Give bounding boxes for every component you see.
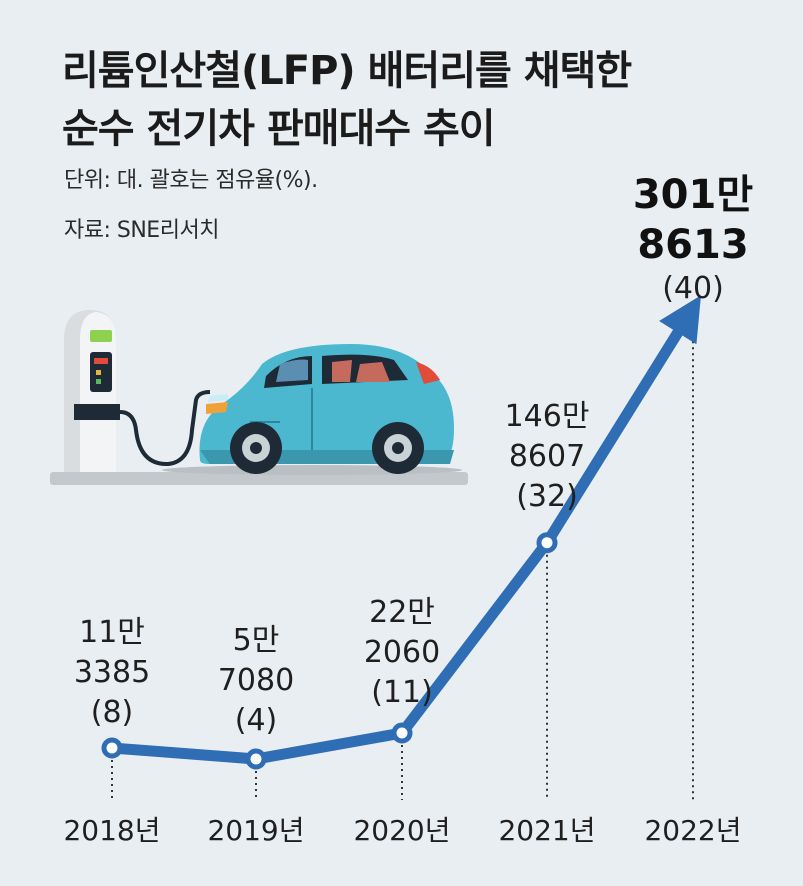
title-line-2: 순수 전기차 판매대수 추이 — [62, 106, 496, 152]
x-tick-label: 2018년 — [63, 814, 160, 847]
charging-cable — [119, 390, 211, 467]
electric-car-icon — [162, 344, 462, 475]
share-label: (40) — [662, 271, 724, 306]
value-label: 2060 — [364, 635, 440, 670]
share-label: (8) — [91, 695, 134, 730]
value-label: 301만 — [633, 172, 753, 218]
data-point — [245, 748, 267, 770]
value-label: 146만 — [505, 399, 590, 434]
ground-line — [50, 472, 468, 485]
x-tick-label: 2020년 — [353, 814, 450, 847]
unit-note: 단위: 대. 괄호는 점유율(%). — [64, 168, 318, 193]
value-label: 5만 — [233, 623, 280, 658]
value-label: 7080 — [218, 663, 294, 698]
share-label: (11) — [371, 675, 433, 710]
share-label: (32) — [516, 479, 578, 514]
title-line-1: 리튬인산철(LFP) 배터리를 채택한 — [62, 48, 632, 94]
data-point — [101, 737, 123, 759]
data-point — [391, 722, 413, 744]
value-label: 11만 — [79, 615, 145, 650]
value-label: 8613 — [637, 222, 748, 268]
value-label: 8607 — [509, 439, 585, 474]
data-point — [536, 532, 558, 554]
charging-station-icon — [64, 310, 120, 472]
share-label: (4) — [235, 703, 278, 738]
source-note: 자료: SNE리서치 — [64, 218, 219, 243]
arrowhead-icon — [659, 295, 701, 345]
x-tick-label: 2021년 — [498, 814, 595, 847]
value-label: 22만 — [369, 595, 435, 630]
x-tick-label: 2022년 — [644, 814, 741, 847]
x-tick-label: 2019년 — [207, 814, 304, 847]
value-label: 3385 — [74, 655, 150, 690]
ev-charging-illustration — [50, 310, 468, 485]
chart-title: 리튬인산철(LFP) 배터리를 채택한 순수 전기차 판매대수 추이 — [62, 42, 632, 158]
